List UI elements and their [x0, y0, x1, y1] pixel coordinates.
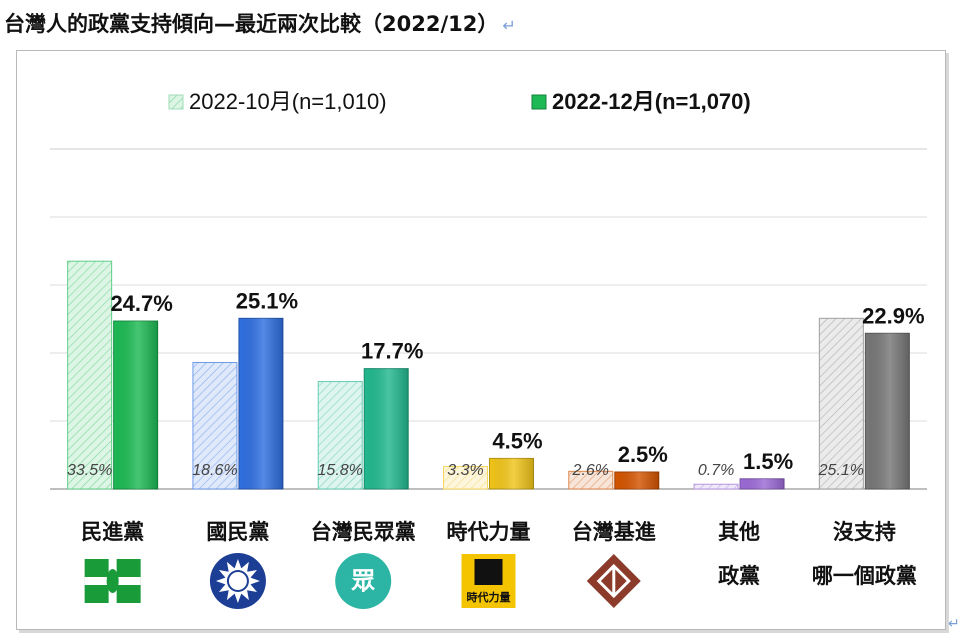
bar-2022-12-shade: [238, 318, 283, 489]
value-label-2022-12: 22.9%: [862, 303, 924, 328]
bar-2022-10: [693, 483, 739, 490]
category-label: 國民黨: [206, 520, 269, 544]
legend-label: 2022-10月(n=1,010): [189, 89, 387, 114]
value-label-2022-10: 3.3%: [447, 462, 483, 479]
npp-logo-icon: 時代力量: [461, 554, 516, 608]
bar-2022-12-shade: [614, 472, 659, 489]
value-label-2022-10: 0.7%: [698, 462, 734, 479]
bar-2022-12-shade: [364, 368, 409, 489]
category-label: 時代力量: [447, 520, 531, 544]
value-label-2022-12: 2.5%: [618, 442, 668, 467]
tpp-logo-icon: 眾: [335, 553, 392, 609]
page-title-text: 台灣人的政黨支持傾向—最近兩次比較（2022/12）: [4, 12, 499, 36]
value-label-2022-12: 1.5%: [743, 449, 793, 474]
value-label-2022-12: 25.1%: [236, 288, 298, 313]
return-mark-icon: ↵: [948, 616, 960, 632]
category-label: 台灣基進: [572, 520, 656, 544]
bar-2022-10: [568, 470, 614, 490]
npp-logo-text: 時代力量: [467, 590, 511, 604]
category-label: 台灣民眾黨: [311, 520, 416, 544]
value-label-2022-12: 17.7%: [361, 339, 423, 364]
value-label-2022-10: 2.6%: [572, 462, 609, 479]
category-label: 其他: [718, 520, 760, 544]
chart-frame: 2022-10月(n=1,010) 2022-12月(n=1,070) 33.5%…: [16, 50, 946, 630]
bar-2022-10: [317, 381, 363, 490]
legend-swatch: [168, 94, 184, 110]
bar-2022-10: [192, 362, 238, 490]
bar-2022-10: [818, 317, 864, 490]
tsp-logo-icon: [586, 554, 641, 608]
bar-chart: 2022-10月(n=1,010) 2022-12月(n=1,070) 33.5%…: [50, 89, 927, 609]
kmt-logo-icon: [209, 553, 266, 609]
category-label: 哪一個政黨: [812, 564, 917, 588]
value-label-2022-12: 24.7%: [110, 291, 172, 316]
bar-2022-12-shade: [865, 333, 910, 489]
bar-2022-12-shade: [489, 458, 534, 489]
bar-2022-12-shade: [740, 478, 785, 489]
legend-swatch: [531, 94, 547, 110]
category-label: 民進黨: [81, 520, 144, 544]
value-label-2022-12: 4.5%: [492, 428, 542, 453]
value-label-2022-10: 15.8%: [318, 462, 363, 479]
value-label-2022-10: 33.5%: [67, 462, 112, 479]
legend-label: 2022-12月(n=1,070): [552, 89, 751, 114]
page-title: 台灣人的政黨支持傾向—最近兩次比較（2022/12） ↵: [4, 8, 516, 38]
dpp-logo-icon: [84, 559, 141, 603]
value-label-2022-10: 25.1%: [818, 462, 864, 479]
bar-2022-10: [443, 466, 488, 490]
bar-2022-10: [67, 260, 113, 490]
value-label-2022-10: 18.6%: [192, 462, 237, 479]
category-label: 政黨: [718, 564, 760, 588]
category-label: 沒支持: [833, 520, 896, 544]
tpp-logo-text: 眾: [350, 568, 375, 595]
return-mark-icon: ↵: [502, 16, 516, 35]
bar-2022-12-shade: [113, 321, 158, 489]
